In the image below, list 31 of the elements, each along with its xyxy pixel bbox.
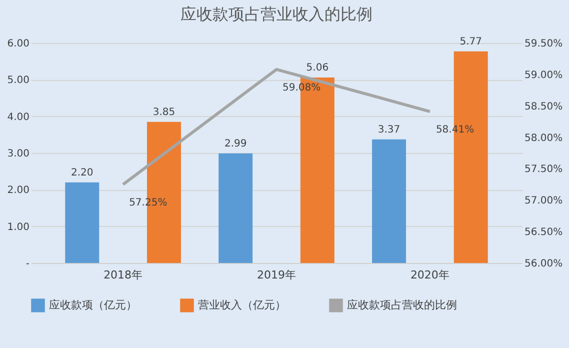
- y-tick-label: 3.00: [7, 148, 30, 160]
- y-tick-label: 2.00: [7, 185, 30, 196]
- x-tick-label: 2019年: [257, 268, 296, 282]
- data-label: 2.20: [71, 167, 94, 178]
- data-label: 2.99: [224, 138, 247, 150]
- chart-title: 应收款项占营业收入的比例: [180, 4, 372, 24]
- legend-label: 应收款项（亿元）: [49, 298, 137, 312]
- y2-tick-label: 57.00%: [524, 196, 563, 207]
- y2-tick-label: 59.00%: [524, 70, 563, 81]
- y2-tick-label: 59.50%: [524, 38, 563, 50]
- data-label: 5.77: [460, 36, 482, 48]
- y-tick-label: 6.00: [7, 38, 30, 50]
- y2-tick-label: 58.00%: [524, 132, 563, 144]
- bar: [65, 182, 100, 263]
- y-tick-label: 4.00: [7, 112, 30, 123]
- x-tick-label: 2020年: [410, 268, 450, 282]
- y2-tick-label: 58.50%: [524, 101, 563, 112]
- y-tick-label: -: [26, 258, 30, 270]
- data-label: 3.85: [152, 106, 176, 118]
- y2-tick-label: 56.00%: [524, 258, 563, 270]
- bar: [218, 153, 253, 263]
- y2-tick-label: 57.50%: [524, 164, 563, 176]
- x-tick-label: 2018年: [104, 268, 143, 282]
- bar: [372, 139, 406, 263]
- y2-tick-label: 56.50%: [524, 227, 563, 238]
- legend-label: 营业收入（亿元）: [198, 298, 286, 312]
- y-tick-label: 1.00: [7, 222, 30, 233]
- data-label: 5.06: [306, 62, 329, 74]
- data-label: 3.37: [378, 124, 400, 136]
- legend-label: 应收款项占营收的比例: [347, 298, 457, 312]
- y-tick-label: 5.00: [7, 75, 30, 86]
